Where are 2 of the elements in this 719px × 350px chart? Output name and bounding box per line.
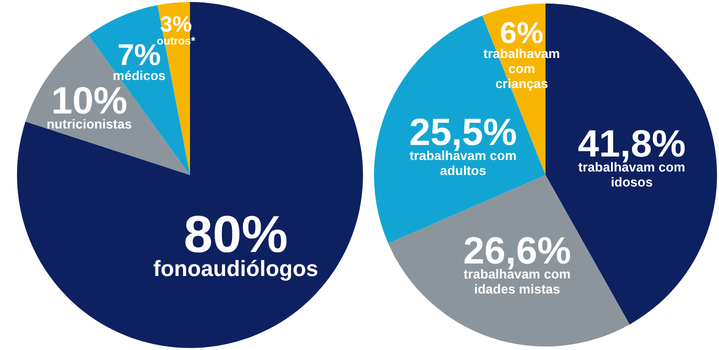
slice-label: médicos bbox=[112, 68, 166, 84]
data-label: 6% bbox=[500, 16, 544, 50]
